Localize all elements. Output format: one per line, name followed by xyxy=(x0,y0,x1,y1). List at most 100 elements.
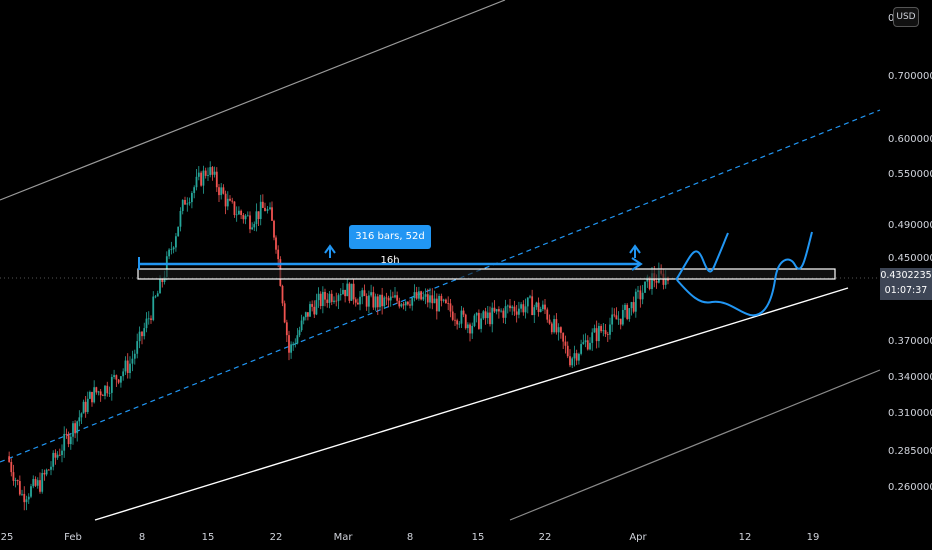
candle-body xyxy=(67,434,70,445)
candle-body xyxy=(370,292,373,296)
candle-body xyxy=(237,210,240,215)
candle-body xyxy=(495,309,498,312)
candle-body xyxy=(39,480,41,492)
mid-channel-dashed-line[interactable] xyxy=(0,109,881,463)
time-axis[interactable]: 25 Feb 8 15 22 Mar 8 15 22 Apr 12 19 xyxy=(1,532,820,543)
candle-body xyxy=(78,417,81,422)
candle-body xyxy=(509,305,511,309)
candle-body xyxy=(539,309,542,313)
candle-body xyxy=(632,302,635,312)
candle-body xyxy=(591,332,594,343)
last-price-value: 0.4302235 xyxy=(880,270,932,281)
candle-body xyxy=(515,311,518,315)
candle-body xyxy=(321,291,324,307)
candle-body xyxy=(275,237,277,250)
candle-body xyxy=(244,215,247,220)
candle-body xyxy=(175,236,177,248)
candle-body xyxy=(449,303,452,312)
candle-body xyxy=(154,296,157,298)
candle-body xyxy=(435,298,438,312)
candle-body xyxy=(606,334,609,335)
candle-body xyxy=(348,283,351,301)
candle-body xyxy=(56,454,59,458)
candle-body xyxy=(200,172,202,186)
candle-body xyxy=(319,293,322,307)
candle-body xyxy=(246,215,249,217)
candle-body xyxy=(188,202,191,204)
candle-body xyxy=(462,310,465,315)
candle-body xyxy=(74,423,77,434)
candle-body xyxy=(300,320,303,331)
candle-body xyxy=(193,187,196,194)
candle-body xyxy=(204,170,207,176)
candle-body xyxy=(41,472,44,492)
projection-path-down[interactable] xyxy=(676,231,813,317)
candle-body xyxy=(179,210,182,227)
candle-body xyxy=(415,292,418,299)
candle-body xyxy=(438,295,440,312)
candle-body xyxy=(548,319,551,324)
candle-body xyxy=(484,311,487,319)
candle-body xyxy=(571,358,574,366)
candle-body xyxy=(372,292,375,308)
candle-body xyxy=(8,456,11,462)
time-tick-label: Mar xyxy=(334,532,354,543)
candle-body xyxy=(36,480,39,486)
candle-body xyxy=(240,210,243,215)
candle-body xyxy=(402,304,405,306)
currency-badge[interactable]: USD xyxy=(893,7,919,27)
candle-body xyxy=(517,308,520,315)
candle-body xyxy=(577,353,580,361)
candle-body xyxy=(648,276,651,289)
lower-channel-line[interactable] xyxy=(94,287,849,521)
bar-countdown: 01:07:37 xyxy=(884,285,928,296)
candle-body xyxy=(222,187,225,194)
candle-body xyxy=(298,330,301,336)
candle-body xyxy=(150,318,152,320)
candle-body xyxy=(363,290,366,297)
candle-body xyxy=(296,335,299,344)
time-tick-label: 22 xyxy=(539,532,552,543)
price-axis[interactable]: 0.700000 0.600000 0.550000 0.490000 0.450000… xyxy=(888,13,932,493)
measure-arrow[interactable] xyxy=(138,244,643,271)
candle-body xyxy=(220,187,223,196)
candle-body xyxy=(619,318,622,325)
support-band[interactable] xyxy=(137,268,836,280)
price-tick-label: 0.550000 xyxy=(888,169,932,180)
candle-body xyxy=(502,310,505,318)
candle-body xyxy=(553,319,555,333)
candle-body xyxy=(346,283,349,297)
candle-body xyxy=(356,302,359,305)
candle-body xyxy=(309,304,311,317)
candle-body xyxy=(350,283,353,301)
candle-body xyxy=(641,292,644,300)
candle-body xyxy=(269,207,271,210)
candle-body xyxy=(524,306,527,313)
candle-body xyxy=(233,201,236,215)
candle-body xyxy=(231,200,234,202)
candle-body xyxy=(589,342,591,350)
candle-body xyxy=(143,328,146,337)
upper-channel-line[interactable] xyxy=(0,0,506,201)
candle-body xyxy=(209,167,212,176)
candle-body xyxy=(469,324,471,334)
bottom-channel-line[interactable] xyxy=(509,369,881,521)
candle-body xyxy=(440,295,443,301)
candle-body xyxy=(426,294,429,303)
candle-body xyxy=(313,306,316,315)
channel-lines xyxy=(0,0,881,521)
candle-body xyxy=(333,300,335,302)
candle-body xyxy=(211,167,214,175)
candle-body xyxy=(21,493,23,495)
candle-body xyxy=(352,283,355,300)
candle-body xyxy=(406,301,409,305)
candle-body xyxy=(101,395,104,397)
candle-body xyxy=(16,480,19,482)
measure-label[interactable]: 316 bars, 52d 16h xyxy=(349,225,431,266)
projection-path-up[interactable] xyxy=(675,232,729,281)
candle-body xyxy=(473,315,476,326)
candle-body xyxy=(475,312,478,316)
candle-body xyxy=(315,300,318,315)
candle-body xyxy=(557,327,560,333)
